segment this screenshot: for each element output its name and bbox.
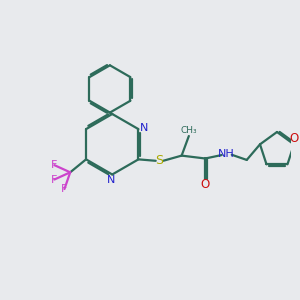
Text: F: F xyxy=(61,184,68,194)
Text: F: F xyxy=(51,175,58,184)
Text: CH₃: CH₃ xyxy=(181,126,197,135)
Text: O: O xyxy=(201,178,210,191)
Text: O: O xyxy=(289,132,298,145)
Text: N: N xyxy=(140,123,148,133)
Text: F: F xyxy=(51,160,58,170)
Text: S: S xyxy=(155,154,163,167)
Text: NH: NH xyxy=(218,149,234,159)
Text: N: N xyxy=(106,175,115,185)
